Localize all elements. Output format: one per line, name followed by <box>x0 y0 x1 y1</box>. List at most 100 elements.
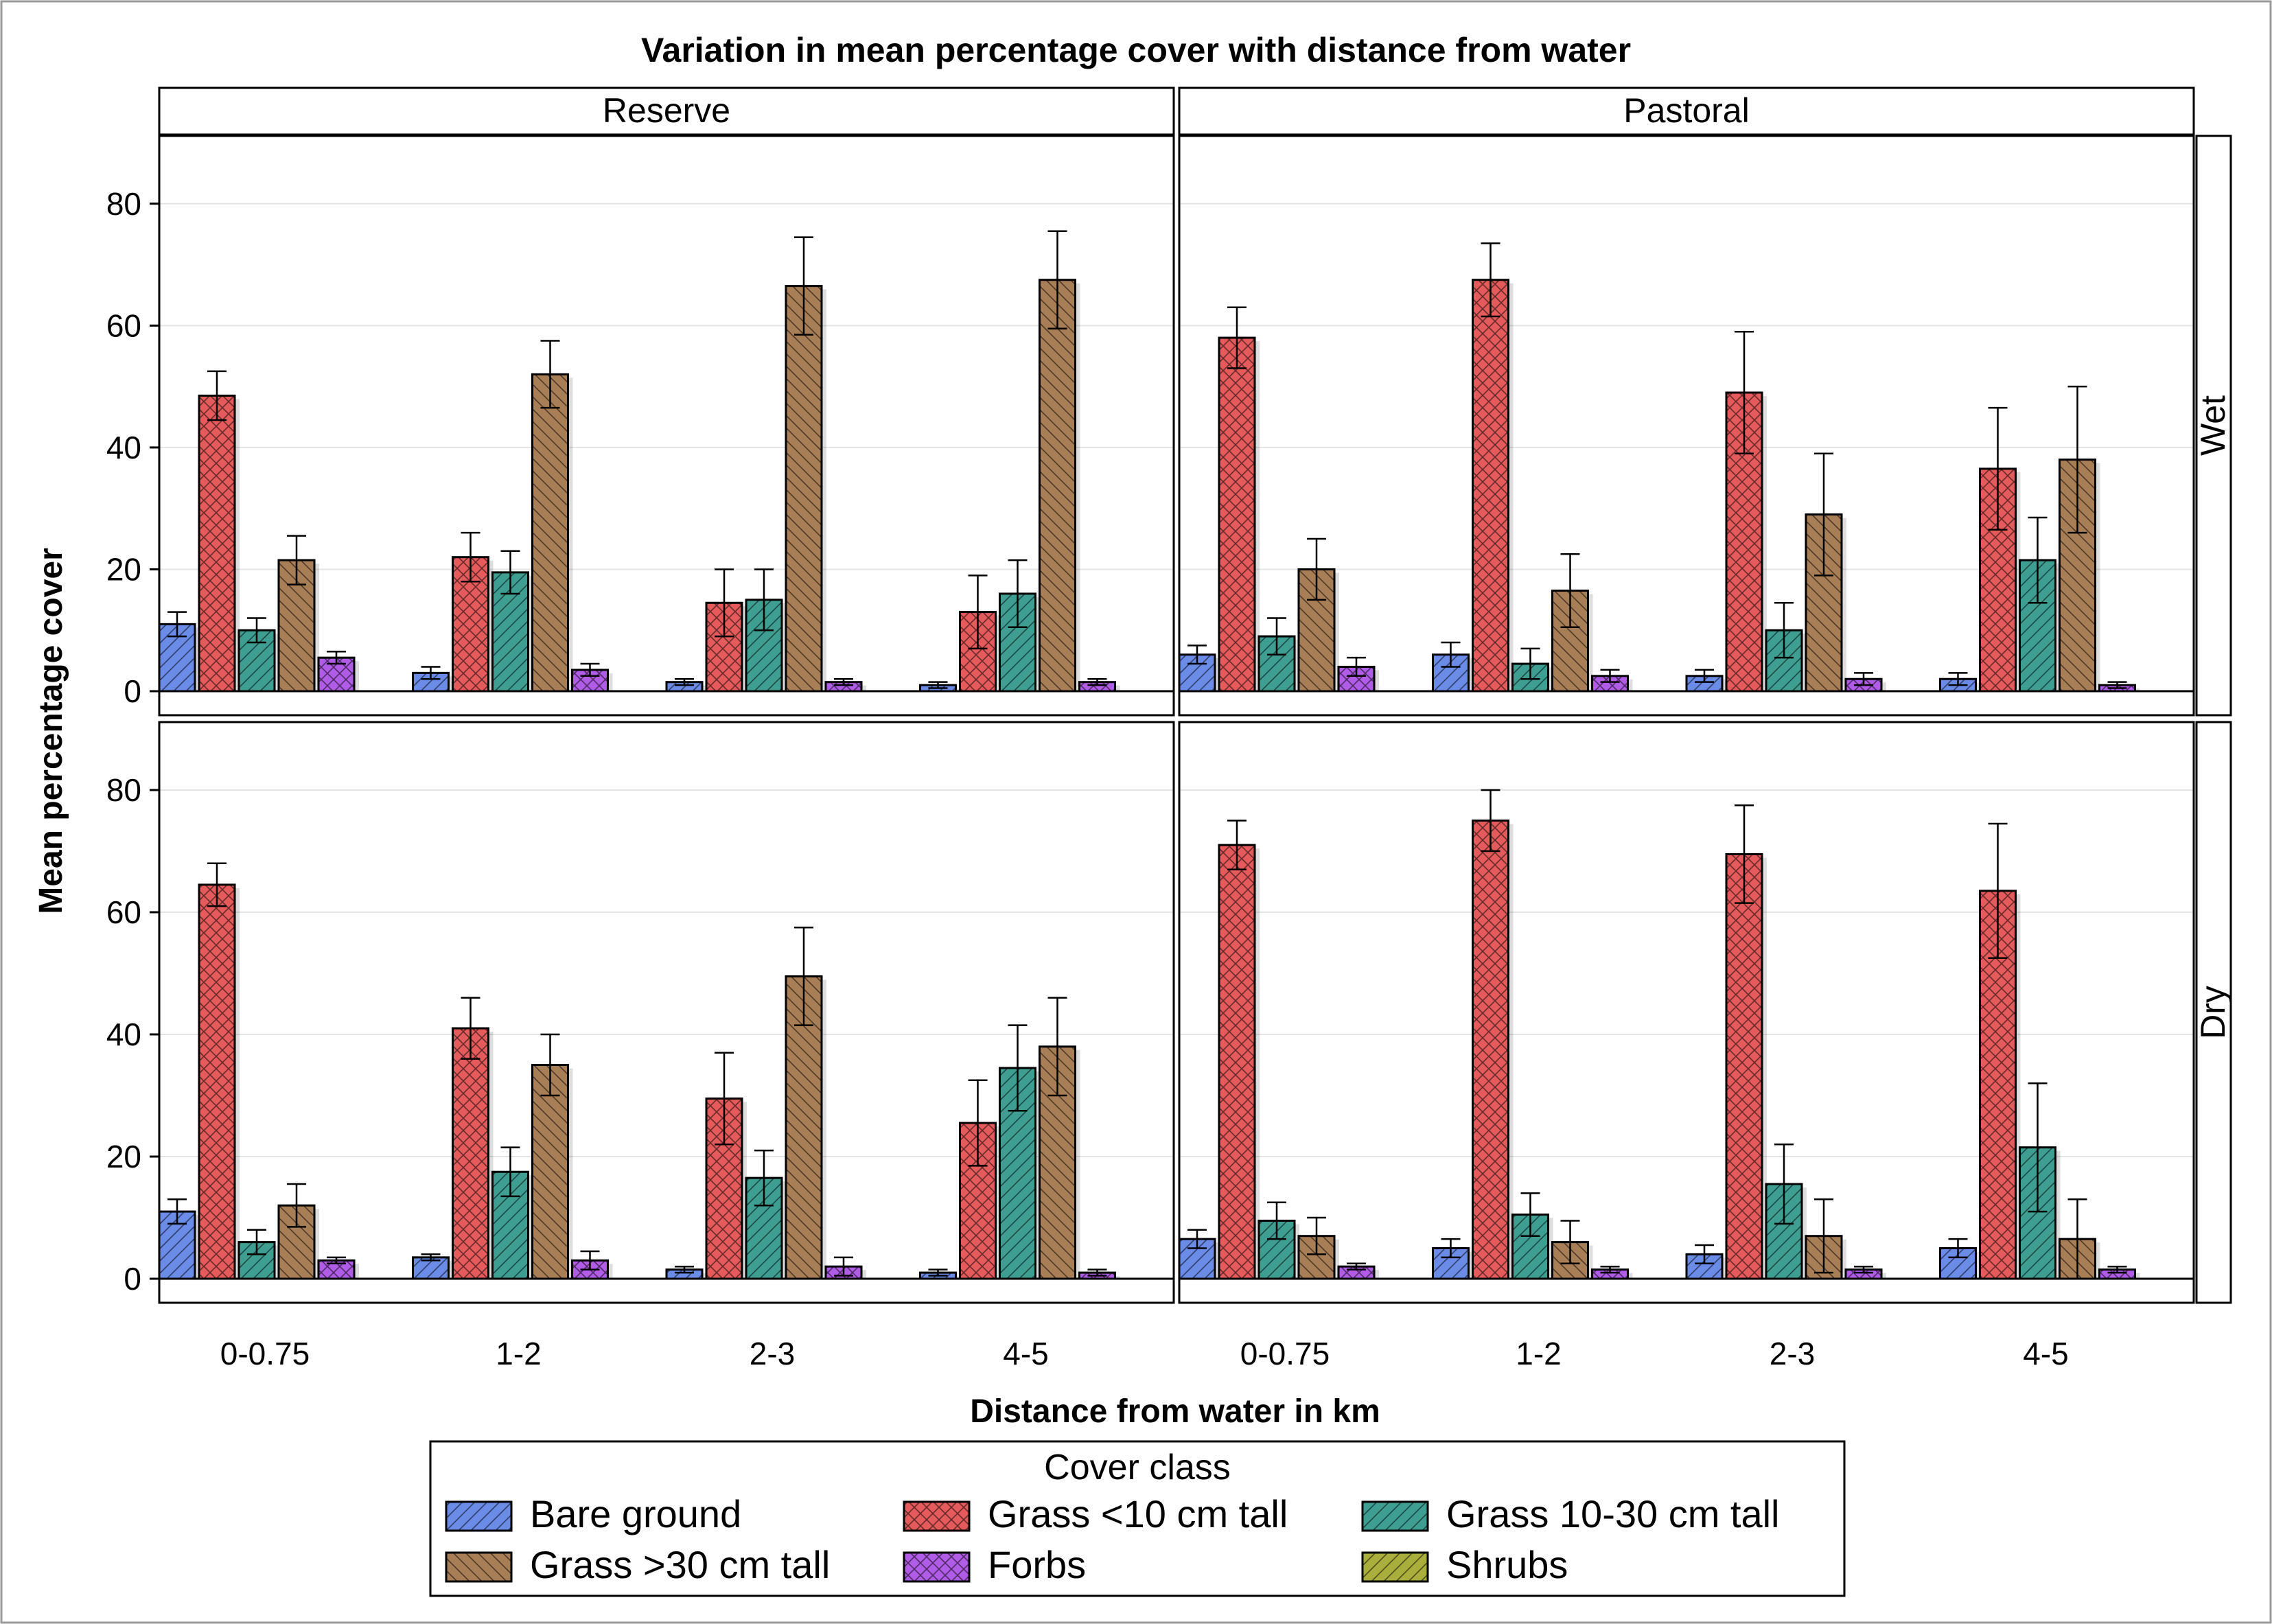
error-bar <box>675 677 694 686</box>
legend-label: Forbs <box>988 1543 1086 1586</box>
error-bar <box>207 862 227 907</box>
error-bar <box>1854 1265 1873 1274</box>
x-tick-label: 1-2 <box>1516 1336 1561 1371</box>
strip-label-pastoral: Pastoral <box>1623 91 1749 130</box>
error-bar <box>675 1265 694 1274</box>
bar-grass-10-cm-tall <box>1472 820 1509 1280</box>
panel-frame <box>158 135 1175 717</box>
y-axis-label: Mean percentage cover <box>33 548 69 914</box>
x-axis-label: Distance from water in km <box>970 1393 1380 1430</box>
x-tick-label: 2-3 <box>750 1336 795 1371</box>
error-bar <box>287 535 306 585</box>
legend-item-grass-10-cm-tall: Grass <10 cm tall <box>903 1492 1288 1535</box>
y-tick-label: 60 <box>106 308 141 343</box>
panel-frame <box>1178 135 2195 717</box>
legend-label: Grass 10-30 cm tall <box>1446 1492 1780 1535</box>
error-bar <box>968 1079 988 1167</box>
error-bar <box>580 662 600 677</box>
error-bar <box>580 1250 600 1271</box>
error-bar <box>287 1183 306 1228</box>
x-tick-label: 4-5 <box>2023 1336 2068 1371</box>
panel-pastoral-dry: 0-0.75 1-2 2-3 4-5 <box>1178 721 2195 1371</box>
error-bar <box>2028 516 2048 604</box>
error-bar <box>794 927 813 1026</box>
error-bar <box>1347 656 1366 677</box>
error-bar <box>1560 1220 1580 1264</box>
error-bar <box>1347 1262 1366 1271</box>
legend-item-grass-10-30-cm-tall: Grass 10-30 cm tall <box>1361 1492 1780 1535</box>
error-bar <box>327 1256 346 1264</box>
y-tick-label: 40 <box>106 430 141 465</box>
panel-reserve-dry: 0 20 40 60 80 0-0.75 1-2 2-3 4-5 <box>106 721 1175 1371</box>
error-bar <box>1520 1192 1540 1237</box>
error-bar <box>754 568 774 631</box>
bar-grass-30-cm-tall <box>785 975 823 1280</box>
panel-frame <box>158 721 1175 1304</box>
error-bar <box>968 575 988 650</box>
error-bar <box>1481 242 1500 318</box>
error-bar <box>461 997 480 1060</box>
error-bar <box>1008 1024 1028 1112</box>
error-bar <box>834 677 853 686</box>
error-bar <box>1047 997 1067 1097</box>
error-bar <box>500 1146 520 1198</box>
error-bar <box>2107 681 2127 689</box>
strip-label-reserve: Reserve <box>603 91 730 130</box>
error-bar <box>1695 1244 1714 1264</box>
error-bar <box>421 1253 441 1262</box>
legend-label: Grass <10 cm tall <box>988 1492 1288 1535</box>
bar-grass-10-cm-tall <box>1218 336 1256 693</box>
panel-reserve-wet: 0 20 40 60 80 <box>106 135 1175 717</box>
error-bar <box>794 236 813 336</box>
legend-swatch <box>1361 1551 1429 1583</box>
error-bar <box>1814 452 1833 577</box>
error-bar <box>1988 822 2008 959</box>
strip-dry <box>2195 721 2232 1304</box>
x-tick-label: 0-0.75 <box>220 1336 310 1371</box>
error-bar <box>1307 537 1326 601</box>
bar-grass-10-cm-tall <box>1218 844 1256 1280</box>
error-bar <box>1560 553 1580 629</box>
legend-swatch <box>1361 1500 1429 1532</box>
error-bar <box>1008 559 1028 629</box>
error-bar <box>1988 406 2008 531</box>
x-tick-label: 4-5 <box>1003 1336 1048 1371</box>
error-bar <box>540 340 560 409</box>
error-bar <box>1047 230 1067 330</box>
legend-item-forbs: Forbs <box>903 1543 1086 1586</box>
error-bar <box>207 370 227 421</box>
error-bar <box>2028 1082 2048 1213</box>
error-bar <box>1695 669 1714 683</box>
bar-grass-30-cm-tall <box>1039 279 1076 693</box>
legend-label: Grass >30 cm tall <box>530 1543 830 1586</box>
bar-grass-30-cm-tall <box>531 1064 569 1280</box>
error-bar <box>1187 1229 1207 1249</box>
legend-swatch <box>903 1551 971 1583</box>
x-tick-label: 2-3 <box>1770 1336 1815 1371</box>
error-bar <box>1087 1268 1107 1277</box>
panels: Reserve PastoralWetDry0204060800204060800… <box>106 86 2232 1371</box>
strip-label-wet: Wet <box>2194 395 2232 456</box>
legend-swatch <box>445 1500 513 1532</box>
error-bar <box>461 531 480 583</box>
y-tick-label: 0 <box>124 1261 141 1297</box>
bar-grass-10-cm-tall <box>452 1027 489 1280</box>
error-bar <box>2107 1265 2127 1274</box>
error-bar <box>1774 1143 1794 1225</box>
error-bar <box>327 651 346 665</box>
error-bar <box>715 568 734 638</box>
legend-item-grass-30-cm-tall: Grass >30 cm tall <box>445 1543 830 1586</box>
error-bar <box>421 666 441 680</box>
legend-label: Shrubs <box>1446 1543 1568 1586</box>
y-tick-label: 80 <box>106 772 141 808</box>
error-bar <box>167 611 187 638</box>
error-bar <box>247 617 266 644</box>
error-bar <box>167 1198 187 1225</box>
y-tick-label: 20 <box>106 1139 141 1174</box>
error-bar <box>1187 645 1207 665</box>
y-tick-label: 40 <box>106 1017 141 1052</box>
error-bar <box>1227 820 1247 870</box>
error-bar <box>715 1052 734 1146</box>
bar-grass-10-cm-tall <box>1472 279 1509 693</box>
